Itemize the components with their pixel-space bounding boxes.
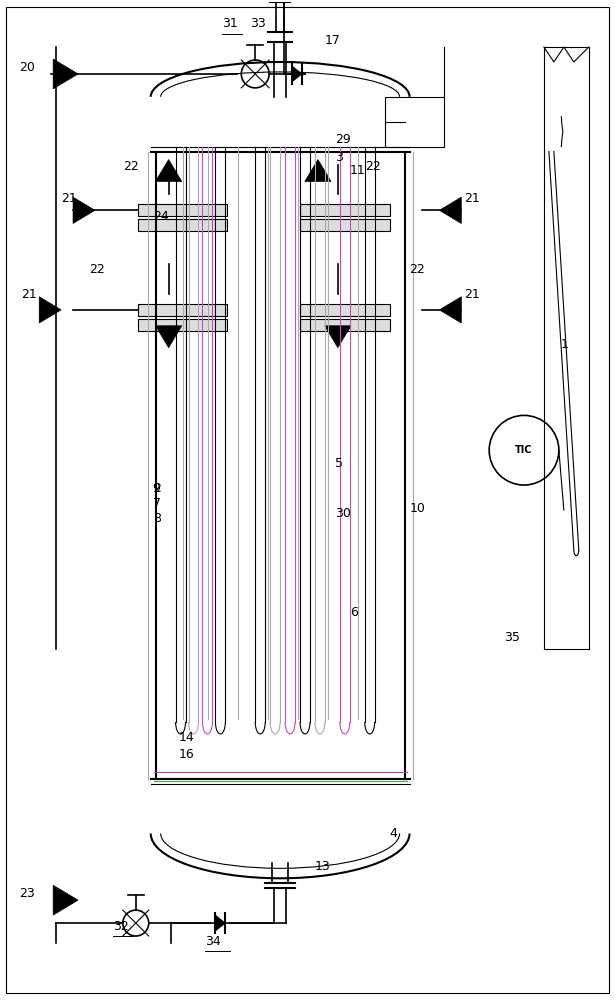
Polygon shape <box>39 297 61 323</box>
Text: 30: 30 <box>335 507 351 520</box>
Text: 24: 24 <box>153 210 169 223</box>
Text: 1: 1 <box>561 338 569 351</box>
Polygon shape <box>292 66 302 82</box>
Text: 22: 22 <box>410 263 426 276</box>
Polygon shape <box>439 297 461 323</box>
Text: 21: 21 <box>22 288 37 301</box>
Text: 33: 33 <box>250 17 266 30</box>
Bar <box>300 319 390 331</box>
Polygon shape <box>53 59 78 89</box>
Text: 9: 9 <box>153 482 161 495</box>
Polygon shape <box>215 915 225 931</box>
Text: 29: 29 <box>335 133 351 146</box>
Text: 2: 2 <box>153 482 161 495</box>
Bar <box>384 97 445 147</box>
Text: 11: 11 <box>350 164 365 177</box>
Bar <box>300 304 390 316</box>
Polygon shape <box>156 326 182 348</box>
Bar <box>138 319 228 331</box>
Text: 21: 21 <box>464 192 480 205</box>
Text: 20: 20 <box>19 61 35 74</box>
Polygon shape <box>439 197 461 223</box>
Text: 7: 7 <box>153 497 161 510</box>
Circle shape <box>489 415 559 485</box>
Text: 3: 3 <box>335 151 343 164</box>
Polygon shape <box>53 885 78 915</box>
Text: 31: 31 <box>223 17 238 30</box>
Bar <box>138 219 228 231</box>
Text: 21: 21 <box>61 192 77 205</box>
Text: 14: 14 <box>178 731 194 744</box>
Bar <box>138 304 228 316</box>
Text: 34: 34 <box>205 935 221 948</box>
Polygon shape <box>73 197 95 223</box>
Polygon shape <box>305 160 331 181</box>
Text: 10: 10 <box>410 502 426 515</box>
Text: 22: 22 <box>89 263 105 276</box>
Text: 21: 21 <box>464 288 480 301</box>
Text: 32: 32 <box>113 920 129 933</box>
Text: 17: 17 <box>325 34 341 47</box>
Text: 5: 5 <box>335 457 343 470</box>
Text: 6: 6 <box>350 606 358 619</box>
Text: 23: 23 <box>19 887 35 900</box>
Bar <box>300 219 390 231</box>
Text: 35: 35 <box>504 631 520 644</box>
Bar <box>300 204 390 216</box>
Text: 16: 16 <box>178 748 194 761</box>
Text: TIC: TIC <box>515 445 533 455</box>
Polygon shape <box>325 326 351 348</box>
Text: 13: 13 <box>315 860 331 873</box>
Bar <box>138 204 228 216</box>
Polygon shape <box>156 160 182 181</box>
Text: 22: 22 <box>365 160 381 173</box>
Text: 8: 8 <box>153 512 161 525</box>
Text: 22: 22 <box>123 160 138 173</box>
Text: 4: 4 <box>390 827 397 840</box>
